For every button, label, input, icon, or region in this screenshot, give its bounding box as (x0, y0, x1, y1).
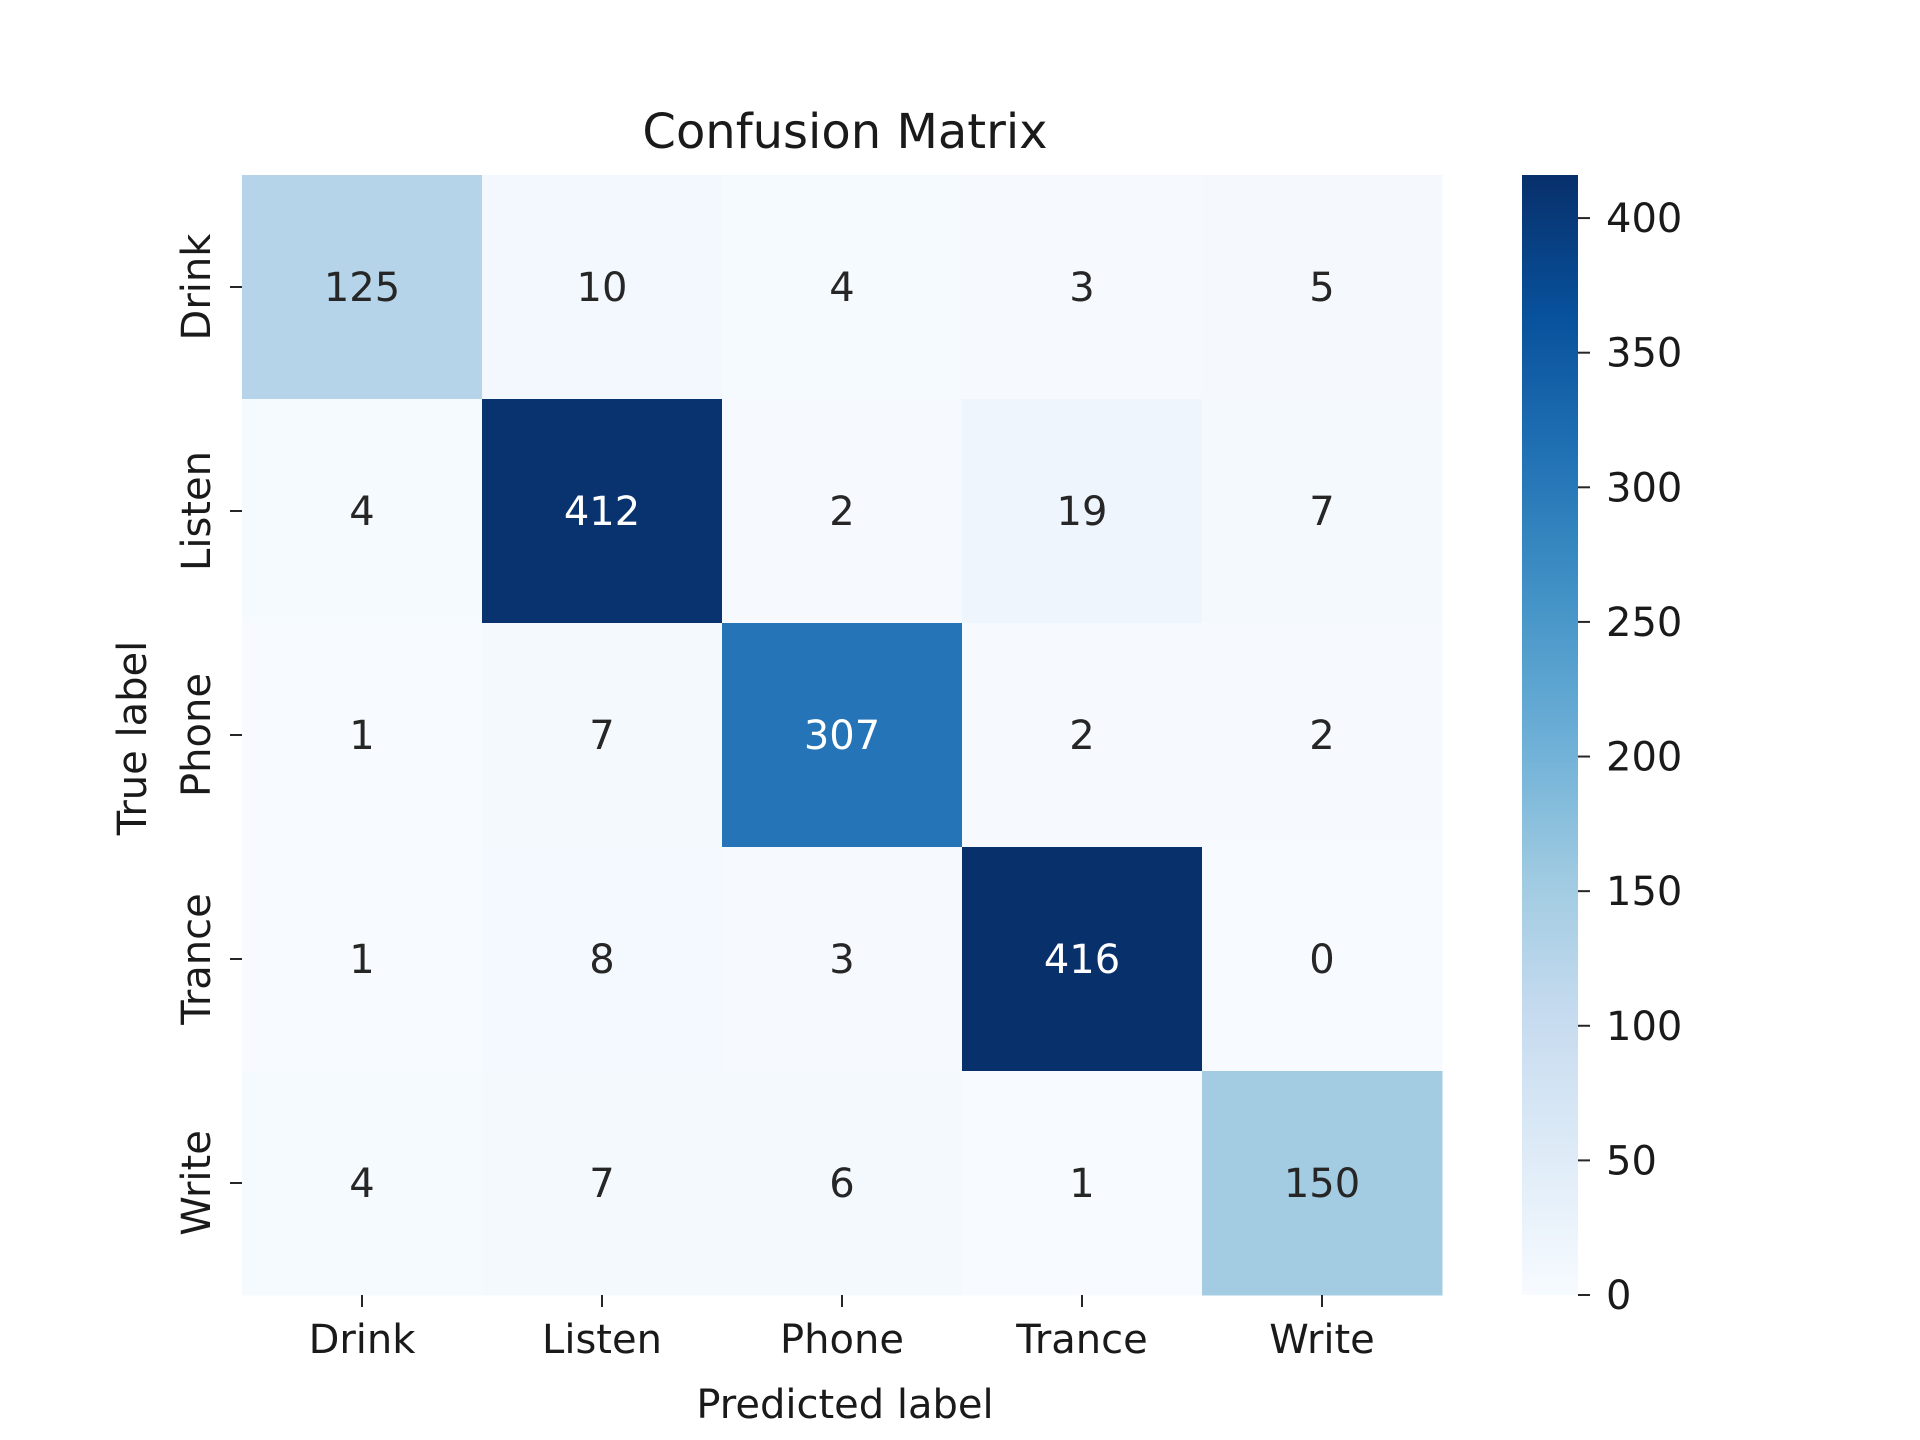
colorbar-tick-label: 300 (1606, 465, 1682, 511)
cell-value-label: 8 (589, 937, 614, 983)
x-tick-label: Drink (309, 1317, 417, 1363)
y-axis-ticks: Drink Listen Phone Trance Write (174, 233, 242, 1236)
cell-value-label: 19 (1057, 489, 1108, 535)
x-tick-label: Listen (542, 1317, 662, 1363)
cell-value-label: 1 (1069, 1161, 1094, 1207)
cell-value-label: 5 (1309, 265, 1334, 311)
colorbar-tick-label: 0 (1606, 1273, 1631, 1319)
cell-value-label: 6 (829, 1161, 854, 1207)
heatmap-cell-write-write (1202, 1071, 1443, 1296)
chart-title: Confusion Matrix (642, 104, 1047, 160)
heatmap-cell-listen-listen (482, 399, 723, 624)
y-tick-label: Trance (174, 893, 220, 1025)
heatmap-cell-phone-phone (722, 623, 963, 848)
x-axis-ticks: Drink Listen Phone Trance Write (309, 1295, 1375, 1363)
colorbar-tick-label: 150 (1606, 869, 1682, 915)
heatmap-cell-trance-write (1202, 847, 1443, 1072)
heatmap-cell-phone-drink (242, 623, 483, 848)
colorbar-gradient (1522, 175, 1578, 1295)
heatmap-cells (242, 175, 1443, 1296)
cell-value-label: 2 (1309, 713, 1334, 759)
colorbar-tick-label: 350 (1606, 331, 1682, 377)
colorbar-tick-label: 200 (1606, 735, 1682, 781)
y-tick-label: Drink (174, 233, 220, 341)
heatmap-cell-trance-phone (722, 847, 963, 1072)
cell-value-label: 4 (829, 265, 854, 311)
heatmap-cell-drink-drink (242, 175, 483, 400)
heatmap-cell-listen-write (1202, 399, 1443, 624)
heatmap-cell-write-trance (962, 1071, 1203, 1296)
cell-value-label: 2 (1069, 713, 1094, 759)
y-tick-label: Listen (174, 451, 220, 571)
heatmap-cell-trance-trance (962, 847, 1203, 1072)
cell-value-label: 7 (589, 1161, 614, 1207)
colorbar: 0 50 100 150 200 250 300 350 400 (1522, 175, 1682, 1319)
cell-value-label: 150 (1284, 1161, 1360, 1207)
heatmap-cell-drink-listen (482, 175, 723, 400)
heatmap-cell-write-phone (722, 1071, 963, 1296)
x-tick-label: Write (1269, 1317, 1375, 1363)
cell-value-label: 416 (1044, 937, 1120, 983)
heatmap-cell-write-listen (482, 1071, 723, 1296)
y-tick-label: Phone (174, 673, 220, 797)
x-axis-title: Predicted label (696, 1382, 993, 1428)
heatmap-cell-labels: 125 10 4 3 5 4 412 2 19 7 1 7 307 2 2 1 8 3 416 0 4 7 6 1 150 (324, 265, 1360, 1207)
colorbar-tick-label: 250 (1606, 600, 1682, 646)
cell-value-label: 412 (564, 489, 640, 535)
heatmap-cell-trance-listen (482, 847, 723, 1072)
cell-value-label: 3 (1069, 265, 1094, 311)
cell-value-label: 1 (349, 713, 374, 759)
cell-value-label: 4 (349, 489, 374, 535)
cell-value-label: 0 (1309, 937, 1334, 983)
cell-value-label: 4 (349, 1161, 374, 1207)
cell-value-label: 7 (1309, 489, 1334, 535)
colorbar-tick-label: 50 (1606, 1138, 1657, 1184)
heatmap-cell-listen-phone (722, 399, 963, 624)
cell-value-label: 307 (804, 713, 880, 759)
heatmap-cell-drink-phone (722, 175, 963, 400)
cell-value-label: 2 (829, 489, 854, 535)
cell-value-label: 125 (324, 265, 400, 311)
heatmap-cell-drink-trance (962, 175, 1203, 400)
heatmap-cell-trance-drink (242, 847, 483, 1072)
colorbar-tick-label: 400 (1606, 196, 1682, 242)
cell-value-label: 7 (589, 713, 614, 759)
cell-value-label: 1 (349, 937, 374, 983)
heatmap-cell-phone-trance (962, 623, 1203, 848)
heatmap-cell-listen-drink (242, 399, 483, 624)
cell-value-label: 3 (829, 937, 854, 983)
heatmap-cell-listen-trance (962, 399, 1203, 624)
y-tick-label: Write (174, 1130, 220, 1236)
colorbar-tick-label: 100 (1606, 1004, 1682, 1050)
x-tick-label: Trance (1015, 1317, 1147, 1363)
heatmap-cell-write-drink (242, 1071, 483, 1296)
heatmap-cell-phone-listen (482, 623, 723, 848)
cell-value-label: 10 (577, 265, 628, 311)
heatmap-cell-phone-write (1202, 623, 1443, 848)
x-tick-label: Phone (780, 1317, 904, 1363)
heatmap-cell-drink-write (1202, 175, 1443, 400)
y-axis-title: True label (110, 641, 156, 836)
